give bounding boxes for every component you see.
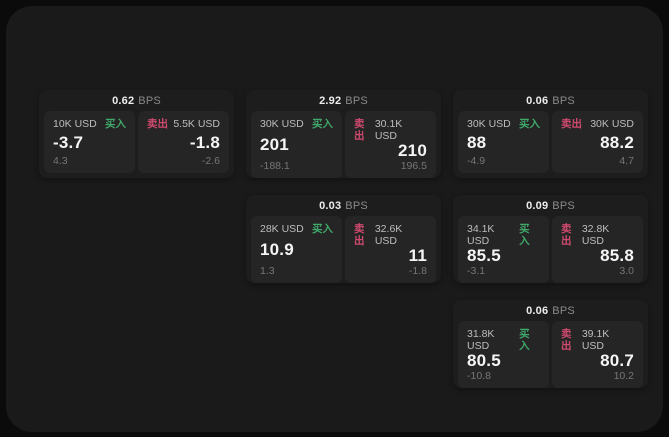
sell-delta: 3.0: [619, 265, 634, 277]
sell-tile[interactable]: 卖出 32.6K USD 11 -1.8: [345, 216, 436, 283]
buy-price: 201: [260, 135, 289, 154]
quote-body: 30K USD 买入 201 -188.1 卖出 30.1K USD 210 1…: [246, 111, 441, 178]
buy-delta: -4.9: [467, 155, 486, 167]
sell-price: 11: [408, 246, 427, 265]
sell-delta: -2.6: [201, 155, 220, 167]
sell-label: 卖出: [354, 223, 365, 247]
sell-label: 卖出: [354, 118, 365, 142]
buy-amount: 10K USD: [53, 118, 97, 130]
bps-value: 2.92: [319, 94, 342, 107]
bps-unit: BPS: [552, 94, 575, 107]
bps-header: 0.06 BPS: [453, 90, 648, 111]
bps-value: 0.09: [526, 199, 549, 212]
sell-price: 88.2: [600, 132, 634, 152]
sell-price: 210: [398, 141, 427, 160]
sell-label: 卖出: [561, 328, 572, 352]
buy-label: 买入: [312, 223, 333, 235]
sell-label: 卖出: [147, 118, 168, 130]
sell-amount: 30.1K USD: [374, 118, 403, 142]
bps-unit: BPS: [552, 304, 575, 317]
quote-card: 0.03 BPS 28K USD 买入 10.9 1.3 卖出 32.6K US…: [246, 195, 441, 283]
bps-header: 2.92 BPS: [246, 90, 441, 111]
sell-price: 85.8: [600, 246, 634, 265]
quote-body: 34.1K USD 买入 85.5 -3.1 卖出 32.8K USD 85.8…: [453, 216, 648, 283]
bps-header: 0.03 BPS: [246, 195, 441, 216]
buy-tile[interactable]: 28K USD 买入 10.9 1.3: [251, 216, 342, 283]
quote-grid: 0.62 BPS 10K USD 买入 -3.7 4.3 卖出 5.5K USD: [39, 90, 648, 388]
bps-header: 0.06 BPS: [453, 300, 648, 321]
sell-price: 80.7: [600, 351, 634, 370]
quote-card: 2.92 BPS 30K USD 买入 201 -188.1 卖出 30.1K …: [246, 90, 441, 178]
bps-unit: BPS: [345, 199, 368, 212]
buy-amount: 31.8K USD: [467, 328, 495, 352]
buy-price: 10.9: [260, 240, 294, 259]
sell-amount: 39.1K USD: [581, 328, 610, 352]
buy-delta: -10.8: [467, 370, 491, 382]
sell-price: -1.8: [189, 132, 220, 152]
quote-body: 30K USD 买入 88 -4.9 卖出 30K USD 88.2 4.7: [453, 111, 648, 178]
sell-amount: 32.6K USD: [374, 223, 403, 247]
bps-value: 0.03: [319, 199, 342, 212]
buy-amount: 28K USD: [260, 223, 304, 235]
buy-delta: -188.1: [260, 160, 290, 172]
quote-card: 0.09 BPS 34.1K USD 买入 85.5 -3.1 卖出 32.8K…: [453, 195, 648, 283]
buy-price: 88: [467, 132, 487, 152]
quote-card: 0.62 BPS 10K USD 买入 -3.7 4.3 卖出 5.5K USD: [39, 90, 234, 178]
buy-amount: 30K USD: [467, 118, 511, 130]
buy-price: 80.5: [467, 351, 501, 370]
sell-tile[interactable]: 卖出 39.1K USD 80.7 10.2: [552, 321, 643, 388]
sell-tile[interactable]: 卖出 32.8K USD 85.8 3.0: [552, 216, 643, 283]
bps-value: 0.62: [112, 94, 135, 107]
sell-tile[interactable]: 卖出 30K USD 88.2 4.7: [552, 111, 643, 173]
bps-unit: BPS: [138, 94, 161, 107]
sell-delta: 4.7: [619, 155, 634, 167]
buy-amount: 30K USD: [260, 118, 304, 130]
buy-delta: 1.3: [260, 265, 275, 277]
sell-amount: 5.5K USD: [173, 118, 220, 130]
sell-delta: -1.8: [408, 265, 427, 277]
buy-label: 买入: [519, 223, 530, 247]
bps-value: 0.06: [526, 94, 549, 107]
sell-tile[interactable]: 卖出 5.5K USD -1.8 -2.6: [138, 111, 229, 173]
bps-header: 0.62 BPS: [39, 90, 234, 111]
sell-delta: 196.5: [400, 160, 427, 172]
buy-label: 买入: [312, 118, 333, 130]
buy-tile[interactable]: 10K USD 买入 -3.7 4.3: [44, 111, 135, 173]
sell-label: 卖出: [561, 223, 572, 247]
sell-amount: 30K USD: [590, 118, 634, 130]
buy-tile[interactable]: 30K USD 买入 201 -188.1: [251, 111, 342, 178]
bps-header: 0.09 BPS: [453, 195, 648, 216]
quote-body: 10K USD 买入 -3.7 4.3 卖出 5.5K USD -1.8 -2.…: [39, 111, 234, 178]
buy-delta: -3.1: [467, 265, 486, 277]
bps-unit: BPS: [345, 94, 368, 107]
sell-tile[interactable]: 卖出 30.1K USD 210 196.5: [345, 111, 436, 178]
buy-tile[interactable]: 31.8K USD 买入 80.5 -10.8: [458, 321, 549, 388]
buy-delta: 4.3: [53, 155, 68, 167]
buy-amount: 34.1K USD: [467, 223, 495, 247]
buy-price: 85.5: [467, 246, 501, 265]
main-panel: 0.62 BPS 10K USD 买入 -3.7 4.3 卖出 5.5K USD: [6, 6, 663, 432]
sell-amount: 32.8K USD: [581, 223, 610, 247]
buy-price: -3.7: [53, 132, 84, 152]
sell-delta: 10.2: [613, 370, 634, 382]
sell-label: 卖出: [561, 118, 582, 130]
quote-card: 0.06 BPS 31.8K USD 买入 80.5 -10.8 卖出 39.1…: [453, 300, 648, 388]
bps-value: 0.06: [526, 304, 549, 317]
bps-unit: BPS: [552, 199, 575, 212]
quote-body: 28K USD 买入 10.9 1.3 卖出 32.6K USD 11 -1.8: [246, 216, 441, 283]
buy-label: 买入: [519, 118, 540, 130]
buy-label: 买入: [105, 118, 126, 130]
buy-tile[interactable]: 30K USD 买入 88 -4.9: [458, 111, 549, 173]
buy-label: 买入: [519, 328, 530, 352]
quote-card: 0.06 BPS 30K USD 买入 88 -4.9 卖出 30K USD: [453, 90, 648, 178]
quote-body: 31.8K USD 买入 80.5 -10.8 卖出 39.1K USD 80.…: [453, 321, 648, 388]
buy-tile[interactable]: 34.1K USD 买入 85.5 -3.1: [458, 216, 549, 283]
